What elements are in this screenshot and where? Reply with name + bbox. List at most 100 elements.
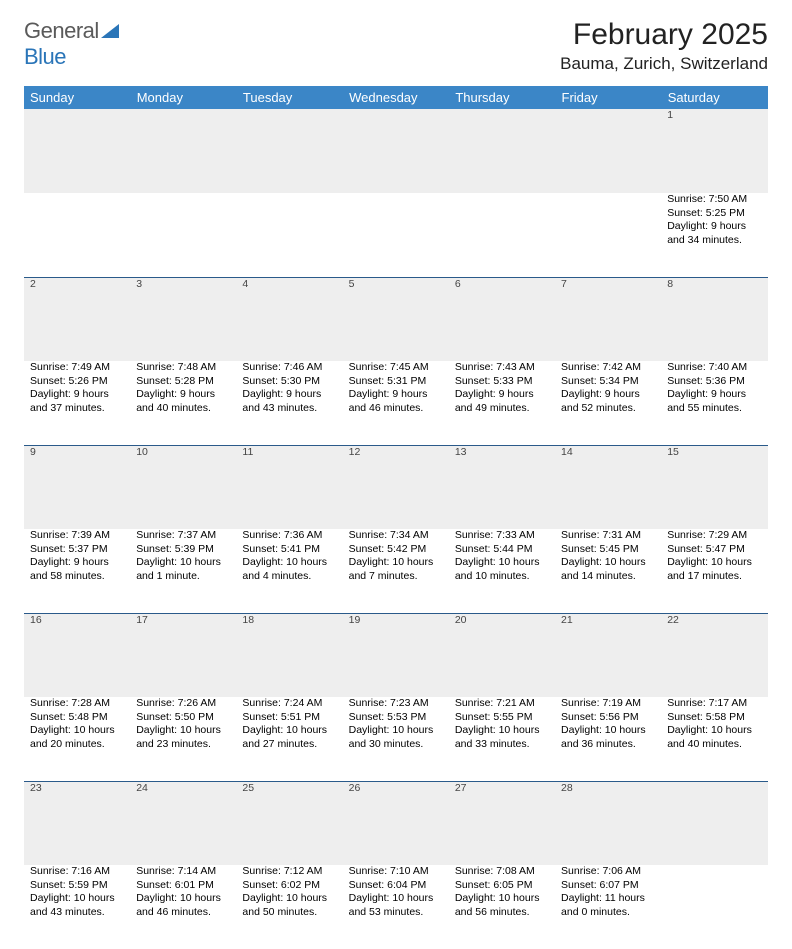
day-cell: Sunrise: 7:36 AMSunset: 5:41 PMDaylight:…	[236, 529, 342, 613]
sunrise-text: Sunrise: 7:33 AM	[455, 529, 549, 543]
daylight-text: Daylight: 10 hours and 30 minutes.	[349, 724, 443, 751]
day-number-cell: 16	[24, 613, 130, 697]
logo-text: GeneralBlue	[24, 18, 120, 70]
day-number-cell: 8	[661, 277, 767, 361]
daylight-text: Daylight: 10 hours and 27 minutes.	[242, 724, 336, 751]
day-number-cell	[661, 781, 767, 865]
daylight-text: Daylight: 9 hours and 37 minutes.	[30, 388, 124, 415]
day-cell: Sunrise: 7:39 AMSunset: 5:37 PMDaylight:…	[24, 529, 130, 613]
day-cell: Sunrise: 7:23 AMSunset: 5:53 PMDaylight:…	[343, 697, 449, 781]
day-number-cell: 10	[130, 445, 236, 529]
sunset-text: Sunset: 5:30 PM	[242, 375, 336, 389]
day-number-row: 9101112131415	[24, 445, 768, 529]
day-number-cell: 6	[449, 277, 555, 361]
daylight-text: Daylight: 10 hours and 14 minutes.	[561, 556, 655, 583]
logo-word1: General	[24, 18, 99, 43]
day-number-cell: 18	[236, 613, 342, 697]
day-number-cell: 9	[24, 445, 130, 529]
sunset-text: Sunset: 5:51 PM	[242, 711, 336, 725]
daylight-text: Daylight: 10 hours and 56 minutes.	[455, 892, 549, 919]
sunrise-text: Sunrise: 7:16 AM	[30, 865, 124, 879]
day-cell	[236, 193, 342, 277]
day-number-cell: 23	[24, 781, 130, 865]
day-cell: Sunrise: 7:10 AMSunset: 6:04 PMDaylight:…	[343, 865, 449, 949]
sunrise-text: Sunrise: 7:06 AM	[561, 865, 655, 879]
day-number-cell: 15	[661, 445, 767, 529]
day-number-cell: 1	[661, 109, 767, 193]
day-cell	[555, 193, 661, 277]
daylight-text: Daylight: 9 hours and 46 minutes.	[349, 388, 443, 415]
sunset-text: Sunset: 5:44 PM	[455, 543, 549, 557]
sunset-text: Sunset: 5:36 PM	[667, 375, 761, 389]
day-number-cell: 20	[449, 613, 555, 697]
day-cell	[661, 865, 767, 949]
sunset-text: Sunset: 5:42 PM	[349, 543, 443, 557]
sunrise-text: Sunrise: 7:39 AM	[30, 529, 124, 543]
daylight-text: Daylight: 10 hours and 50 minutes.	[242, 892, 336, 919]
sunrise-text: Sunrise: 7:31 AM	[561, 529, 655, 543]
day-cell: Sunrise: 7:40 AMSunset: 5:36 PMDaylight:…	[661, 361, 767, 445]
day-cell: Sunrise: 7:48 AMSunset: 5:28 PMDaylight:…	[130, 361, 236, 445]
sunset-text: Sunset: 5:31 PM	[349, 375, 443, 389]
weekday-header: Tuesday	[236, 86, 342, 109]
sunrise-text: Sunrise: 7:12 AM	[242, 865, 336, 879]
day-cell: Sunrise: 7:12 AMSunset: 6:02 PMDaylight:…	[236, 865, 342, 949]
daylight-text: Daylight: 10 hours and 53 minutes.	[349, 892, 443, 919]
sunset-text: Sunset: 6:01 PM	[136, 879, 230, 893]
sunset-text: Sunset: 5:48 PM	[30, 711, 124, 725]
sunset-text: Sunset: 5:50 PM	[136, 711, 230, 725]
header: GeneralBlue February 2025 Bauma, Zurich,…	[24, 18, 768, 74]
day-number-cell	[343, 109, 449, 193]
sunrise-text: Sunrise: 7:49 AM	[30, 361, 124, 375]
day-number-cell: 22	[661, 613, 767, 697]
daylight-text: Daylight: 9 hours and 43 minutes.	[242, 388, 336, 415]
day-number-cell: 25	[236, 781, 342, 865]
daylight-text: Daylight: 9 hours and 40 minutes.	[136, 388, 230, 415]
sunrise-text: Sunrise: 7:42 AM	[561, 361, 655, 375]
sunrise-text: Sunrise: 7:43 AM	[455, 361, 549, 375]
day-cell: Sunrise: 7:34 AMSunset: 5:42 PMDaylight:…	[343, 529, 449, 613]
day-cell: Sunrise: 7:24 AMSunset: 5:51 PMDaylight:…	[236, 697, 342, 781]
day-number-cell: 12	[343, 445, 449, 529]
logo-word2: Blue	[24, 44, 66, 69]
day-number-cell: 13	[449, 445, 555, 529]
sunset-text: Sunset: 5:55 PM	[455, 711, 549, 725]
day-cell: Sunrise: 7:28 AMSunset: 5:48 PMDaylight:…	[24, 697, 130, 781]
sunrise-text: Sunrise: 7:37 AM	[136, 529, 230, 543]
sunrise-text: Sunrise: 7:34 AM	[349, 529, 443, 543]
day-number-cell: 19	[343, 613, 449, 697]
sunset-text: Sunset: 6:07 PM	[561, 879, 655, 893]
daylight-text: Daylight: 9 hours and 58 minutes.	[30, 556, 124, 583]
sunrise-text: Sunrise: 7:40 AM	[667, 361, 761, 375]
logo-triangle-icon	[101, 18, 119, 44]
day-content-row: Sunrise: 7:49 AMSunset: 5:26 PMDaylight:…	[24, 361, 768, 445]
day-number-cell	[555, 109, 661, 193]
weekday-header: Sunday	[24, 86, 130, 109]
day-cell: Sunrise: 7:19 AMSunset: 5:56 PMDaylight:…	[555, 697, 661, 781]
sunset-text: Sunset: 6:04 PM	[349, 879, 443, 893]
day-cell: Sunrise: 7:43 AMSunset: 5:33 PMDaylight:…	[449, 361, 555, 445]
day-number-cell: 4	[236, 277, 342, 361]
sunrise-text: Sunrise: 7:45 AM	[349, 361, 443, 375]
day-number-row: 1	[24, 109, 768, 193]
weekday-header: Wednesday	[343, 86, 449, 109]
day-number-cell: 26	[343, 781, 449, 865]
sunrise-text: Sunrise: 7:21 AM	[455, 697, 549, 711]
daylight-text: Daylight: 10 hours and 7 minutes.	[349, 556, 443, 583]
day-cell: Sunrise: 7:21 AMSunset: 5:55 PMDaylight:…	[449, 697, 555, 781]
day-cell	[449, 193, 555, 277]
sunset-text: Sunset: 5:45 PM	[561, 543, 655, 557]
day-cell: Sunrise: 7:50 AMSunset: 5:25 PMDaylight:…	[661, 193, 767, 277]
weekday-header: Friday	[555, 86, 661, 109]
day-number-cell	[130, 109, 236, 193]
day-cell: Sunrise: 7:45 AMSunset: 5:31 PMDaylight:…	[343, 361, 449, 445]
day-number-cell: 2	[24, 277, 130, 361]
calendar-table: SundayMondayTuesdayWednesdayThursdayFrid…	[24, 86, 768, 949]
day-cell: Sunrise: 7:49 AMSunset: 5:26 PMDaylight:…	[24, 361, 130, 445]
sunrise-text: Sunrise: 7:24 AM	[242, 697, 336, 711]
day-number-cell: 5	[343, 277, 449, 361]
sunrise-text: Sunrise: 7:17 AM	[667, 697, 761, 711]
day-cell: Sunrise: 7:08 AMSunset: 6:05 PMDaylight:…	[449, 865, 555, 949]
day-cell	[130, 193, 236, 277]
sunset-text: Sunset: 5:34 PM	[561, 375, 655, 389]
